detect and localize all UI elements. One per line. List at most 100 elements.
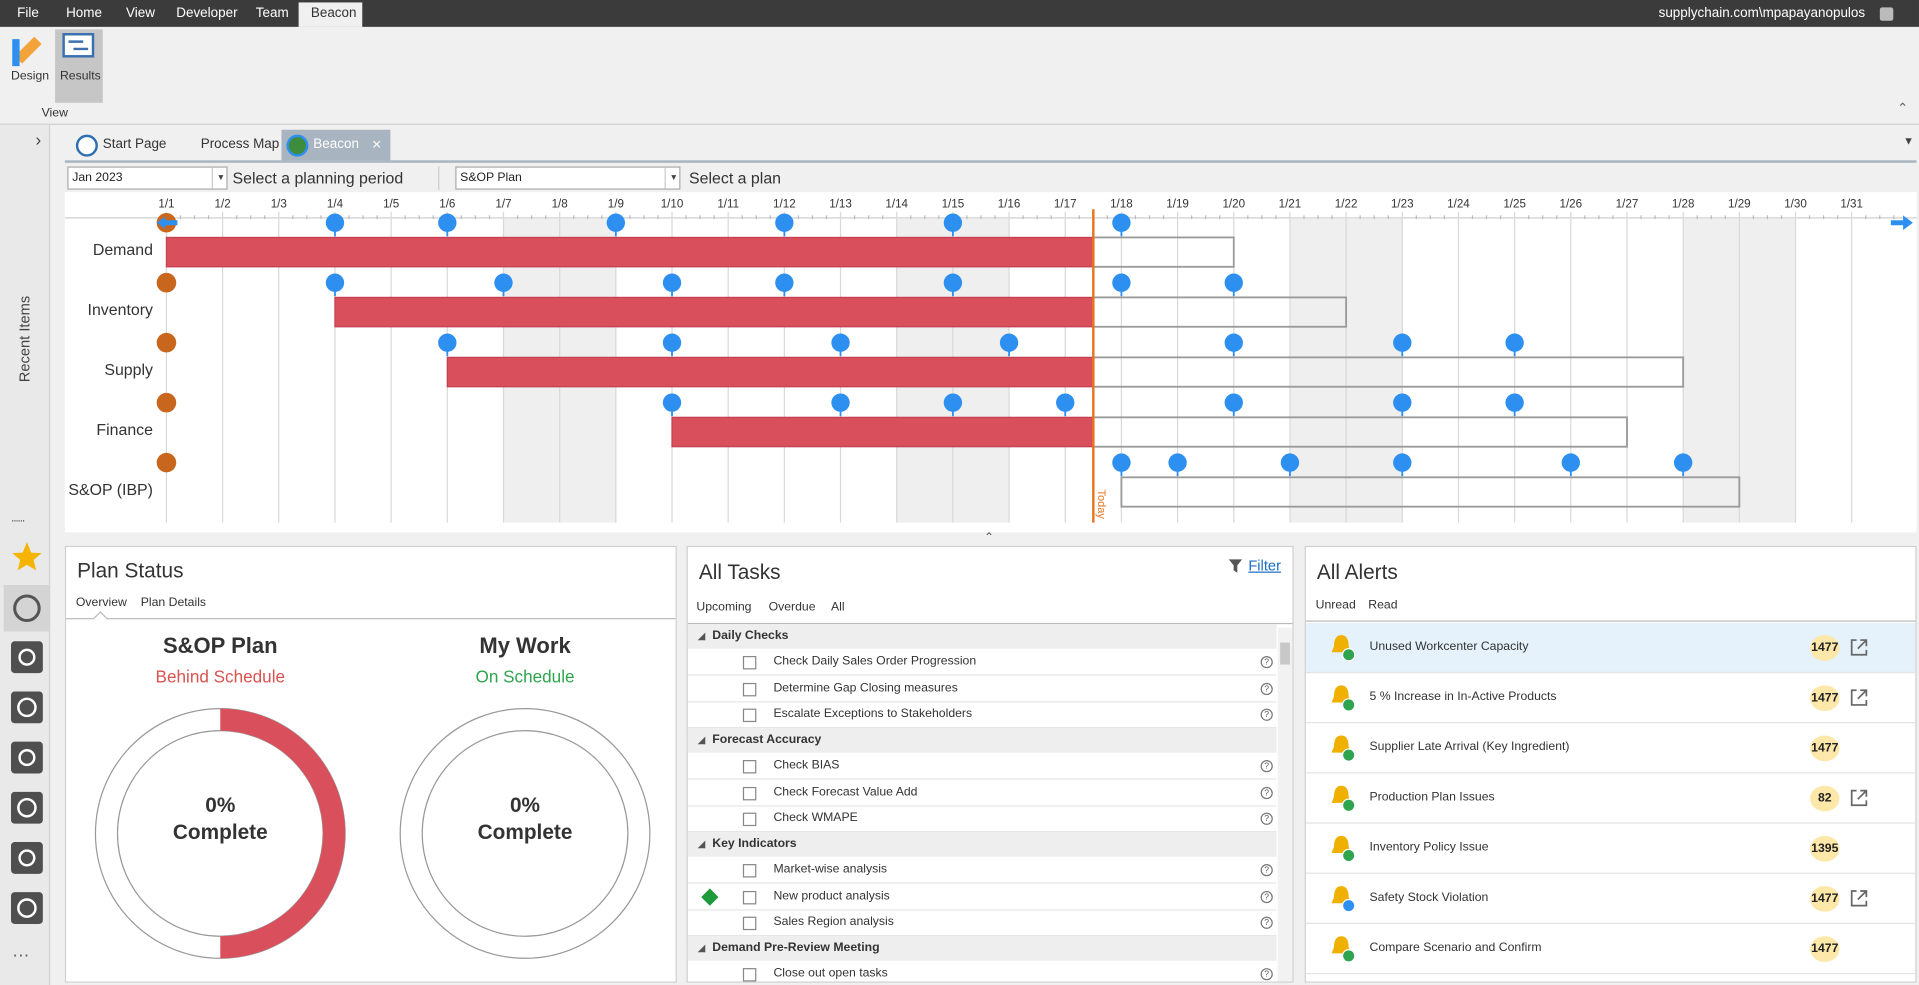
group-toggle[interactable]: ◢ <box>697 734 706 746</box>
ribbon-collapse[interactable]: ⌃ <box>1896 101 1909 117</box>
task-group-name[interactable]: Forecast Accuracy <box>712 733 822 747</box>
document-tab[interactable]: Beacon × <box>281 129 391 161</box>
milestone[interactable] <box>831 333 850 352</box>
alert-row[interactable]: Unused Workcenter Capacity 1477 <box>1305 622 1916 674</box>
milestone[interactable] <box>1393 333 1412 352</box>
menu-item[interactable]: Home <box>66 6 103 21</box>
milestone[interactable] <box>775 273 794 292</box>
milestone[interactable] <box>1280 453 1300 472</box>
task-help[interactable]: ? <box>1260 864 1273 877</box>
task-name[interactable]: Check Forecast Value Add <box>773 785 918 799</box>
task-checkbox[interactable] <box>742 786 757 800</box>
milestone[interactable] <box>943 273 963 292</box>
panel-tab[interactable]: Overview <box>75 596 127 610</box>
task-name[interactable]: Sales Region analysis <box>773 915 894 929</box>
start-marker[interactable] <box>156 332 177 353</box>
group-toggle[interactable]: ◢ <box>697 630 706 642</box>
dropdown[interactable]: Jan 2023 ▼ <box>67 166 228 190</box>
dropdown[interactable]: S&OP Plan ▼ <box>455 166 681 190</box>
start-marker[interactable] <box>156 452 177 473</box>
sidebar-more[interactable]: ··· <box>12 944 30 965</box>
task-help[interactable]: ? <box>1260 656 1273 669</box>
favorites-icon[interactable] <box>12 542 42 571</box>
task-checkbox[interactable] <box>742 916 757 930</box>
milestone[interactable] <box>1505 333 1524 352</box>
task-help[interactable]: ? <box>1260 968 1273 981</box>
panel-tab[interactable]: All <box>830 600 845 615</box>
milestone[interactable] <box>1224 333 1243 352</box>
task-checkbox[interactable] <box>742 890 757 904</box>
splitter-handle[interactable]: ⌃ <box>983 531 995 545</box>
history-icon[interactable] <box>13 594 41 623</box>
user-name[interactable]: supplychain.com\mpapayanopulos <box>1658 6 1866 21</box>
nav-icon[interactable] <box>11 741 43 774</box>
panel-tab[interactable]: Read <box>1368 598 1398 612</box>
panel-tab[interactable]: Unread <box>1315 598 1356 612</box>
task-checkbox[interactable] <box>742 812 757 826</box>
milestone[interactable] <box>606 213 626 232</box>
menu-item[interactable]: Developer <box>176 6 238 21</box>
task-checkbox[interactable] <box>742 760 757 774</box>
alert-row[interactable]: Inventory Policy Issue 1395 <box>1305 824 1916 874</box>
nav-icon[interactable] <box>11 641 43 674</box>
task-name[interactable]: Check Daily Sales Order Progression <box>773 655 977 669</box>
scroll-left-arrow[interactable] <box>156 216 178 229</box>
alert-row[interactable]: Compare Scenario and Confirm 1477 <box>1305 924 1916 975</box>
alert-row[interactable]: Supplier Late Arrival (Key Ingredient) 14… <box>1305 723 1916 774</box>
menu-item[interactable]: View <box>126 6 156 21</box>
alert-row[interactable]: Production Plan Issues 82 <box>1305 773 1916 824</box>
milestone[interactable] <box>1168 453 1187 472</box>
task-group-name[interactable]: Key Indicators <box>712 837 797 851</box>
group-toggle[interactable]: ◢ <box>697 942 706 954</box>
menu-item[interactable]: Team <box>255 6 289 21</box>
panel-tab[interactable]: Plan Details <box>140 596 207 610</box>
milestone[interactable] <box>662 333 682 352</box>
milestone[interactable] <box>494 273 513 292</box>
milestone[interactable] <box>943 393 963 412</box>
task-name[interactable]: Escalate Exceptions to Stakeholders <box>773 707 973 721</box>
task-name[interactable]: Market-wise analysis <box>773 863 888 877</box>
filter-icon[interactable] <box>1228 559 1244 574</box>
milestone[interactable] <box>662 393 682 412</box>
milestone[interactable] <box>1056 393 1075 412</box>
milestone[interactable] <box>943 213 963 232</box>
ribbon-button[interactable]: Design <box>11 69 50 84</box>
task-help[interactable]: ? <box>1260 786 1273 799</box>
task-checkbox[interactable] <box>742 656 757 670</box>
task-help[interactable]: ? <box>1260 916 1273 929</box>
milestone[interactable] <box>1673 453 1693 472</box>
milestone[interactable] <box>999 333 1019 352</box>
task-help[interactable]: ? <box>1260 708 1273 721</box>
milestone[interactable] <box>1112 453 1131 472</box>
tab-close[interactable]: × <box>372 134 382 153</box>
task-name[interactable]: Check BIAS <box>773 759 840 773</box>
open-link[interactable] <box>1849 638 1869 658</box>
task-group-name[interactable]: Daily Checks <box>712 629 789 643</box>
task-name[interactable]: Close out open tasks <box>773 967 888 981</box>
ribbon-button[interactable]: Results <box>59 69 101 84</box>
milestone[interactable] <box>1505 393 1524 412</box>
task-help[interactable]: ? <box>1260 890 1273 903</box>
milestone[interactable] <box>775 213 794 232</box>
task-checkbox[interactable] <box>742 682 757 696</box>
task-help[interactable]: ? <box>1260 760 1273 773</box>
task-name[interactable]: Check WMAPE <box>773 811 858 825</box>
nav-icon[interactable] <box>11 892 43 925</box>
menu-item[interactable]: File <box>17 6 39 21</box>
milestone[interactable] <box>1224 393 1243 412</box>
start-marker[interactable] <box>156 392 177 413</box>
milestone[interactable] <box>1112 213 1131 232</box>
sidebar-label[interactable]: Recent Items <box>15 295 34 383</box>
nav-icon[interactable] <box>11 791 43 824</box>
milestone[interactable] <box>325 273 345 292</box>
panel-tab[interactable]: Overdue <box>768 600 816 615</box>
task-name[interactable]: New product analysis <box>773 889 890 903</box>
milestone[interactable] <box>325 213 345 232</box>
milestone[interactable] <box>1561 453 1580 472</box>
task-name[interactable]: Determine Gap Closing measures <box>773 681 958 695</box>
milestone[interactable] <box>1224 273 1243 292</box>
task-help[interactable]: ? <box>1260 682 1273 695</box>
milestone[interactable] <box>1393 453 1412 472</box>
group-toggle[interactable]: ◢ <box>697 838 706 850</box>
document-tab[interactable]: Process Map <box>193 130 280 161</box>
